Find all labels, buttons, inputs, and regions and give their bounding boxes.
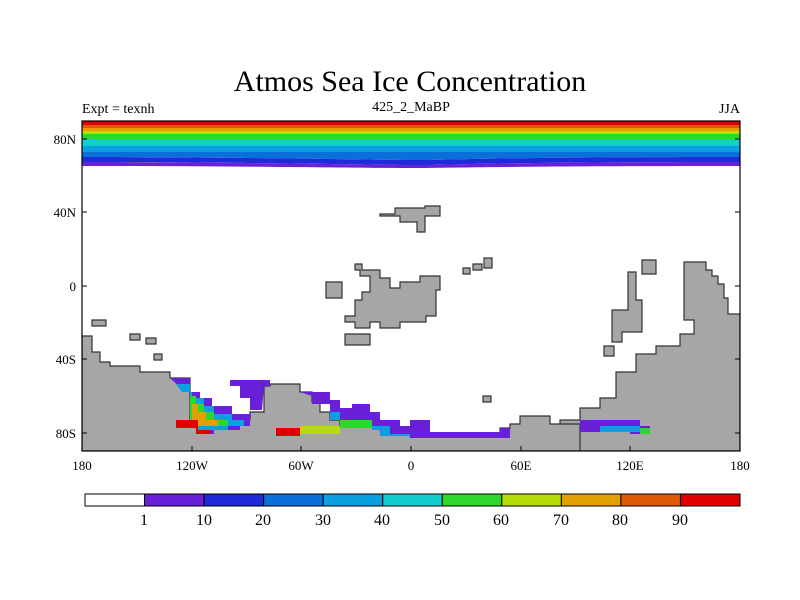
colorbar-swatches — [84, 493, 741, 507]
island-nw-c — [145, 337, 157, 345]
y-tick-40s: 40S — [56, 352, 76, 367]
colorbar: 1 10 20 30 40 50 60 70 80 90 — [84, 493, 741, 529]
colorbar-label-40: 40 — [374, 512, 390, 529]
arctic-sea-ice — [82, 121, 740, 168]
island-small-b — [472, 263, 483, 271]
island-west — [325, 281, 343, 299]
colorbar-swatch-2 — [203, 493, 265, 507]
x-tick-labels: 180 120W 60W 0 60E 120E 180 — [72, 458, 750, 473]
x-tick-180e: 180 — [730, 458, 750, 473]
colorbar-swatch-1 — [144, 493, 205, 507]
landmass-central-south — [344, 333, 371, 346]
colorbar-swatch-6 — [441, 493, 503, 507]
island-nw-a — [91, 319, 107, 327]
southern-sea-ice — [170, 378, 650, 438]
colorbar-swatch-9 — [620, 493, 681, 507]
island-small-c — [483, 257, 493, 269]
colorbar-label-20: 20 — [255, 512, 271, 529]
colorbar-label-50: 50 — [434, 512, 450, 529]
colorbar-label-70: 70 — [553, 512, 569, 529]
colorbar-label-80: 80 — [612, 512, 628, 529]
center-label: 425_2_MaBP — [372, 100, 450, 115]
x-tick-120w: 120W — [176, 458, 209, 473]
island-small-a — [462, 267, 471, 275]
colorbar-labels: 1 10 20 30 40 50 60 70 80 90 — [140, 512, 688, 529]
y-tick-80n: 80N — [54, 132, 77, 147]
landmass-east-island-b — [603, 345, 615, 357]
x-tick-0: 0 — [408, 458, 415, 473]
map-panel — [81, 120, 741, 452]
y-tick-labels: 80N 40N 0 40S 80S — [54, 132, 77, 441]
colorbar-swatch-10 — [679, 493, 741, 507]
colorbar-swatch-3 — [263, 493, 324, 507]
landmass-east-island — [611, 271, 643, 343]
y-tick-0: 0 — [70, 279, 77, 294]
plot-title: Atmos Sea Ice Concentration — [234, 65, 586, 98]
colorbar-swatch-8 — [560, 493, 622, 507]
colorbar-label-60: 60 — [493, 512, 509, 529]
x-tick-60w: 60W — [288, 458, 314, 473]
landmass-central — [344, 263, 441, 329]
colorbar-swatch-0 — [84, 493, 146, 507]
island-nw-d — [153, 353, 163, 361]
island-nw-b — [129, 333, 141, 341]
x-tick-180w: 180 — [72, 458, 92, 473]
island-small-d — [482, 395, 492, 403]
landmass-east-block — [641, 259, 657, 275]
y-tick-40n: 40N — [54, 205, 77, 220]
land-masses — [82, 205, 740, 451]
colorbar-swatch-4 — [322, 493, 384, 507]
y-tick-80s: 80S — [56, 426, 76, 441]
x-tick-120e: 120E — [616, 458, 644, 473]
season-label: JJA — [719, 102, 741, 117]
colorbar-label-10: 10 — [196, 512, 212, 529]
colorbar-swatch-7 — [501, 493, 562, 507]
colorbar-label-1: 1 — [140, 512, 148, 529]
landmass-north — [379, 205, 441, 233]
colorbar-swatch-5 — [382, 493, 443, 507]
x-tick-60e: 60E — [511, 458, 532, 473]
colorbar-label-90: 90 — [672, 512, 688, 529]
colorbar-label-30: 30 — [315, 512, 331, 529]
tick-marks — [81, 138, 741, 451]
experiment-label: Expt = texnh — [82, 102, 154, 117]
